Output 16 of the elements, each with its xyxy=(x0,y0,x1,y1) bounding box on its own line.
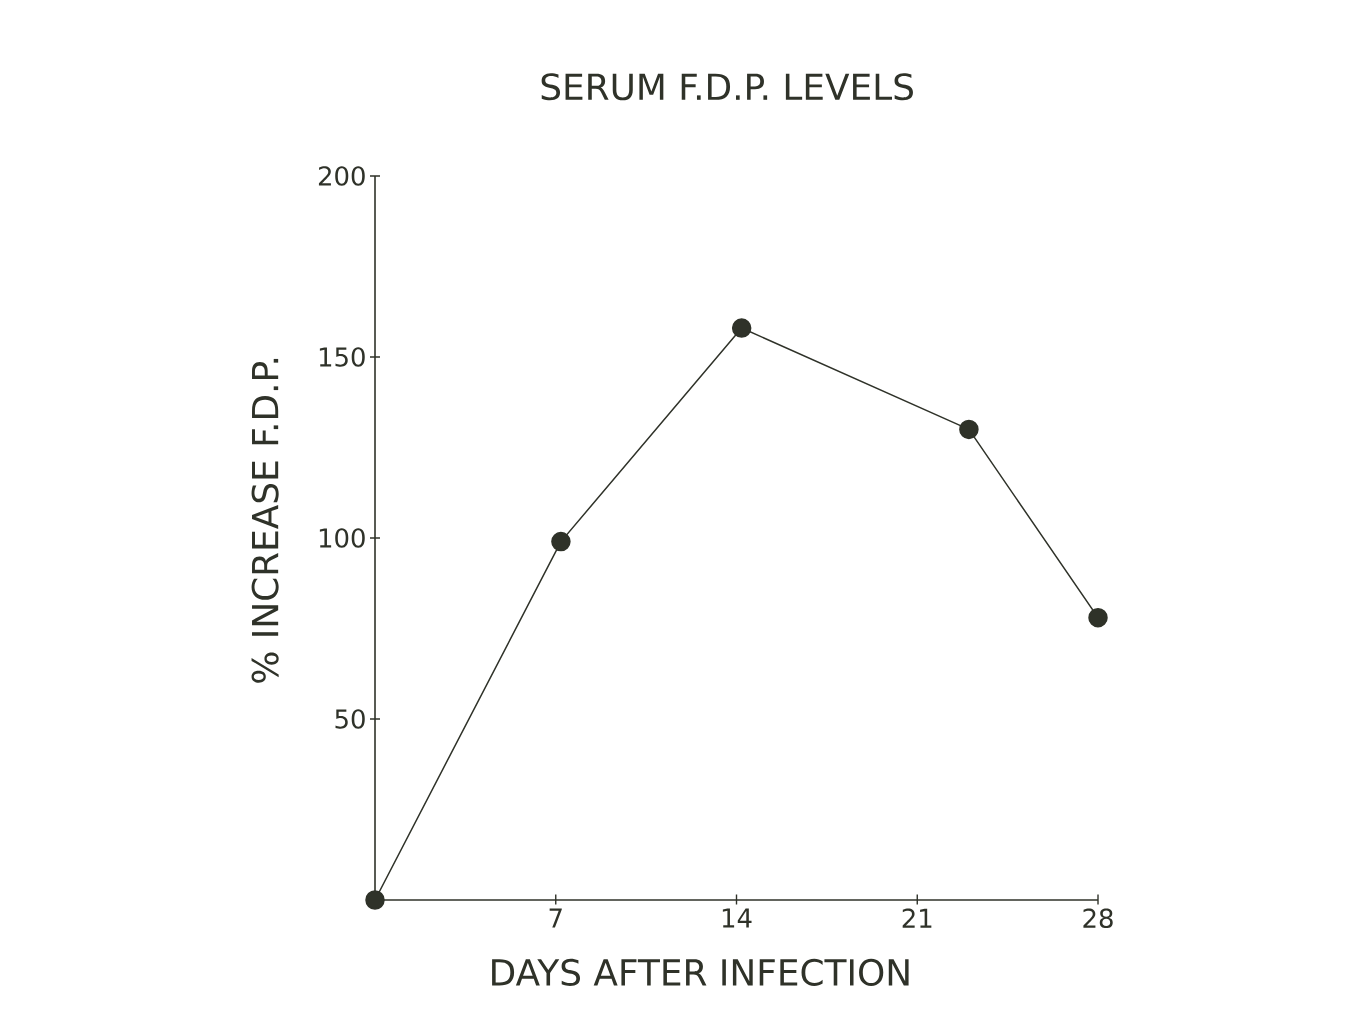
point xyxy=(365,890,385,910)
point xyxy=(959,419,979,440)
point xyxy=(1088,607,1108,628)
x-tick-label: 21 xyxy=(902,908,932,928)
x-tick-label: 14 xyxy=(722,908,752,928)
y-tick-label: 100 xyxy=(319,528,365,548)
x-axis-title: DAYS AFTER INFECTION xyxy=(492,958,909,986)
y-tick-label: 150 xyxy=(319,347,365,367)
point xyxy=(731,318,752,338)
y-tick-label: 200 xyxy=(318,166,365,186)
y-axis-title: % INCREASE F.D.P. xyxy=(251,358,279,683)
x-tick-label: 28 xyxy=(1083,908,1113,929)
point xyxy=(551,531,571,552)
chart-title: SERUM F.D.P. LEVELS xyxy=(541,73,913,101)
y-tick-label: 50 xyxy=(335,709,365,729)
x-tick-label: 7 xyxy=(549,908,562,928)
